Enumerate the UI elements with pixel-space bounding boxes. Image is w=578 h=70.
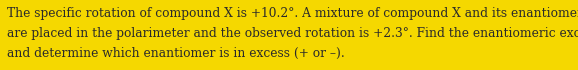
Text: are placed in the polarimeter and the observed rotation is +2.3°. Find the enant: are placed in the polarimeter and the ob… (7, 27, 578, 39)
Text: and determine which enantiomer is in excess (+ or –).: and determine which enantiomer is in exc… (7, 46, 344, 60)
Text: The specific rotation of compound X is +10.2°. A mixture of compound X and its e: The specific rotation of compound X is +… (7, 7, 578, 20)
